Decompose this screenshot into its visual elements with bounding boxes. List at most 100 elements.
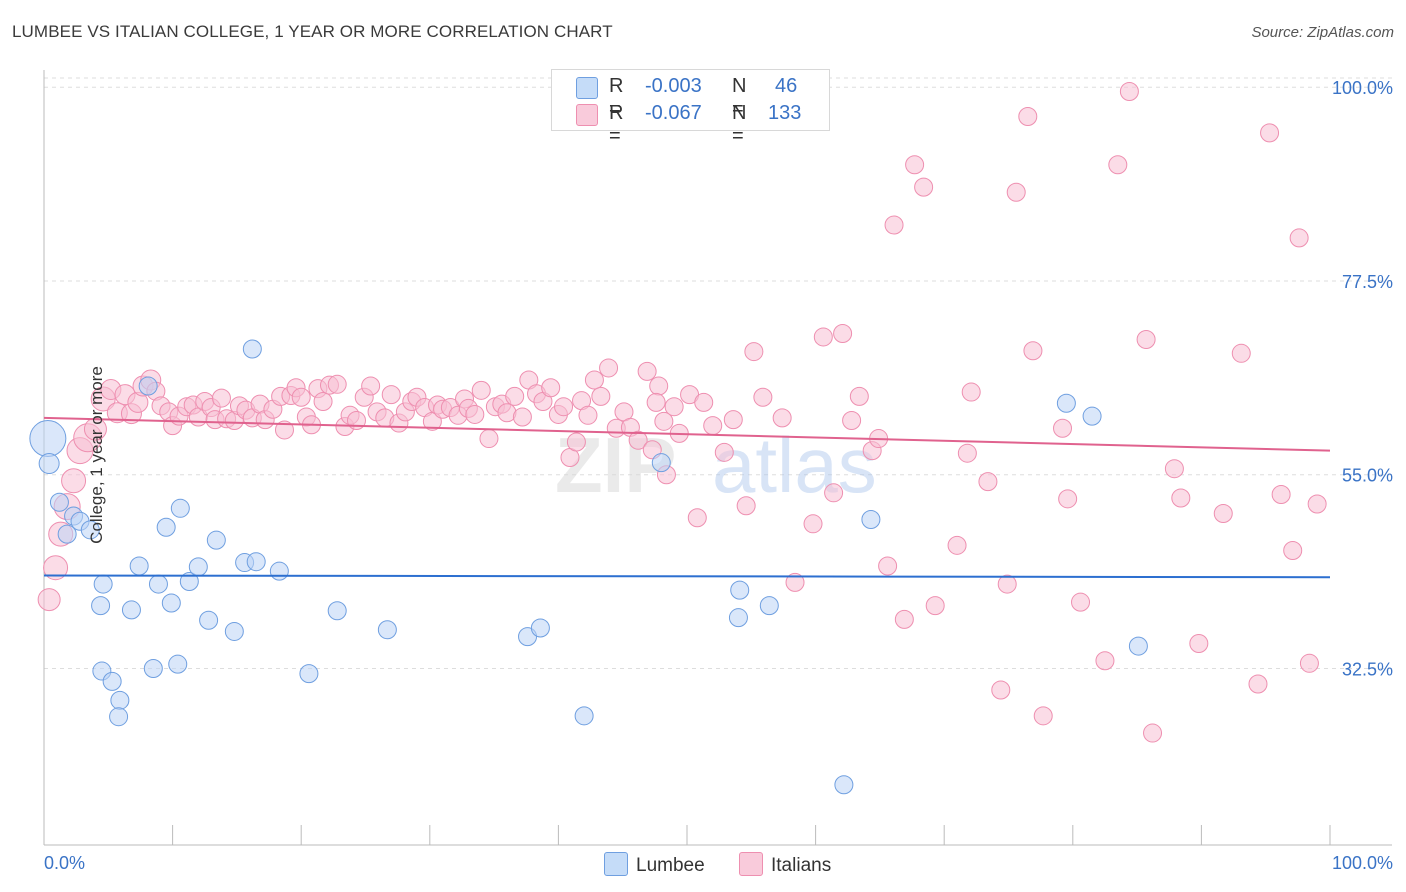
- lumbee-swatch: [576, 77, 598, 99]
- italians-point: [772, 408, 792, 428]
- italians-point: [1248, 674, 1268, 694]
- lumbee-point: [156, 517, 176, 537]
- italians-point: [1299, 653, 1319, 673]
- italians-point: [1189, 634, 1209, 653]
- lumbee-point: [179, 572, 199, 591]
- italians-point: [61, 468, 87, 494]
- italians-point: [1164, 459, 1184, 479]
- lumbee-n-value: 46: [775, 75, 798, 97]
- italians-point: [471, 380, 491, 400]
- italians-point: [654, 411, 674, 431]
- italians-point: [1171, 488, 1191, 508]
- lumbee-r-label: R =: [609, 75, 624, 120]
- lumbee-point: [199, 610, 219, 630]
- italians-point: [505, 386, 525, 406]
- italians-point: [833, 324, 853, 343]
- trend-lines: [43, 416, 1331, 579]
- italians-point: [578, 405, 598, 425]
- italians-point: [541, 378, 561, 398]
- lumbee-point: [574, 706, 594, 726]
- italians-swatch: [576, 104, 598, 126]
- italians-point: [1108, 155, 1128, 175]
- italians-point: [83, 417, 107, 441]
- series-italians: [37, 82, 1327, 743]
- italians-point: [997, 574, 1017, 594]
- lumbee-point: [206, 530, 226, 550]
- italians-point: [905, 155, 925, 175]
- italians-point: [1143, 723, 1163, 743]
- italians-point: [1095, 651, 1115, 671]
- italians-point: [1033, 706, 1053, 726]
- lumbee-point: [269, 561, 289, 581]
- italians-point: [649, 376, 669, 396]
- italians-point: [744, 342, 764, 362]
- italians-point: [361, 376, 381, 396]
- lumbee-n-label: N =: [732, 75, 747, 120]
- y-tick-label: 55.0%: [1342, 466, 1393, 486]
- italians-point: [1058, 489, 1078, 509]
- italians-point: [646, 392, 666, 412]
- lumbee-point: [730, 580, 750, 600]
- italians-point: [1260, 123, 1280, 143]
- italians-point: [849, 386, 869, 406]
- x-tick-label-min: 0.0%: [44, 853, 85, 873]
- lumbee-point: [651, 453, 671, 473]
- italians-point: [1289, 228, 1309, 248]
- tick-labels: 32.5% 55.0% 77.5% 100.0% 0.0% 100.0%: [44, 78, 1393, 873]
- italians-point: [211, 388, 231, 408]
- italians-point: [753, 387, 773, 407]
- italians-point: [664, 397, 684, 417]
- lumbee-point: [1056, 393, 1076, 413]
- italians-point: [274, 420, 294, 440]
- italians-point: [637, 361, 657, 381]
- lumbee-point: [168, 654, 188, 674]
- italians-point: [1119, 82, 1139, 102]
- italians-point: [785, 572, 805, 592]
- lumbee-point: [49, 492, 69, 512]
- italians-point: [512, 407, 532, 427]
- lumbee-point: [109, 707, 129, 727]
- italians-point: [1213, 503, 1233, 523]
- lumbee-point: [861, 510, 881, 529]
- italians-point: [978, 472, 998, 492]
- italians-point: [43, 555, 69, 581]
- lumbee-point: [121, 600, 141, 620]
- italians-n-value: 133: [768, 102, 802, 124]
- gridlines: [44, 77, 1392, 669]
- series-lumbee: [29, 339, 1148, 795]
- italians-point: [599, 358, 619, 378]
- chart-title: LUMBEE VS ITALIAN COLLEGE, 1 YEAR OR MOR…: [12, 22, 613, 41]
- italians-point: [714, 442, 734, 462]
- italians-point: [381, 385, 401, 405]
- lumbee-point: [102, 671, 122, 691]
- italians-point: [813, 327, 833, 347]
- y-tick-label: 100.0%: [1332, 78, 1393, 98]
- lumbee-point: [91, 596, 111, 616]
- italians-point: [1231, 343, 1251, 363]
- italians-point: [914, 177, 934, 197]
- lumbee-point: [129, 556, 149, 576]
- lumbee-point: [728, 608, 748, 628]
- lumbee-point: [188, 557, 208, 577]
- italians-point: [884, 215, 904, 235]
- lumbee-point: [224, 621, 244, 641]
- italians-point: [479, 429, 499, 449]
- lumbee-point: [170, 498, 190, 518]
- italians-r-label: R =: [609, 102, 624, 147]
- italians-point: [584, 370, 604, 390]
- italians-point: [554, 397, 574, 417]
- correlation-legend: R = -0.003 N = 46 R = -0.067 N = 133: [551, 69, 830, 147]
- lumbee-point: [93, 574, 113, 594]
- italians-point: [991, 680, 1011, 700]
- y-tick-label: 77.5%: [1342, 272, 1393, 292]
- lumbee-point: [143, 658, 163, 678]
- lumbee-point: [759, 596, 779, 616]
- bottom-lumbee-swatch: [604, 852, 628, 876]
- italians-trend-line: [43, 416, 1331, 452]
- lumbee-point: [377, 620, 397, 640]
- italians-point: [465, 404, 485, 424]
- italians-point: [628, 430, 648, 450]
- italians-point: [1018, 107, 1038, 126]
- lumbee-trend-line: [43, 574, 1331, 579]
- italians-point: [703, 416, 723, 436]
